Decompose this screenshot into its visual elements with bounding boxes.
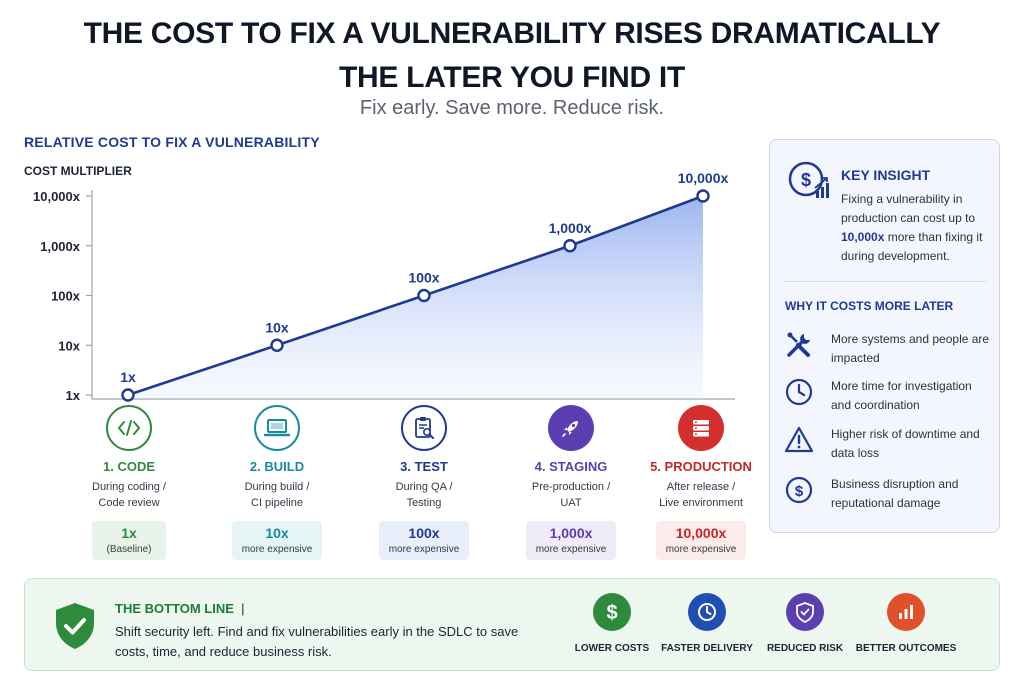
stage-note: more expensive xyxy=(535,544,607,555)
page-title-line-1: THE COST TO FIX A VULNERABILITY RISES DR… xyxy=(83,17,941,50)
data-point xyxy=(121,388,135,402)
data-label: 10x xyxy=(265,319,289,335)
clipboard-search-icon xyxy=(401,405,447,451)
key-insight-text: Fixing a vulnerability in production can… xyxy=(841,192,983,263)
clock-icon xyxy=(784,377,814,412)
stage-multiplier: 1x xyxy=(121,525,137,541)
key-insight-panel: $ KEY INSIGHT Fixing a vulnerability in … xyxy=(769,139,1000,533)
stage-note: (Baseline) xyxy=(106,544,152,555)
data-label: 10,000x xyxy=(678,170,729,186)
outcome-reduced-risk: REDUCED RISK xyxy=(750,593,860,654)
dollar-icon: $ xyxy=(593,593,631,631)
outcome-lower-costs: $ LOWER COSTS xyxy=(557,593,667,654)
bar-chart-icon xyxy=(887,593,925,631)
stage-name: 3. TEST xyxy=(400,459,448,474)
stage-name: 2. BUILD xyxy=(249,459,305,474)
stage-description: During build / CI pipeline xyxy=(244,481,310,509)
stage-code: 1. CODE During coding / Code review 1x (… xyxy=(64,405,194,560)
outcome-label: FASTER DELIVERY xyxy=(661,643,753,654)
data-point xyxy=(417,288,431,303)
stage-cost-box: 10x more expensive xyxy=(232,521,322,560)
y-tick-label: 100x xyxy=(51,289,81,304)
stage-note: more expensive xyxy=(388,544,460,555)
reason-text: Business disruption and reputational dam… xyxy=(831,477,959,510)
rocket-icon xyxy=(548,405,594,451)
reason-text: Higher risk of downtime and data loss xyxy=(831,427,980,460)
shield-icon xyxy=(786,593,824,631)
stage-cost-box: 1x (Baseline) xyxy=(92,521,166,560)
svg-text:$: $ xyxy=(801,170,811,190)
stage-cost-box: 1,000x more expensive xyxy=(526,521,616,560)
reason-text: More systems and people are impacted xyxy=(831,332,990,365)
chart-title: RELATIVE COST TO FIX A VULNERABILITY xyxy=(24,134,320,150)
data-point xyxy=(563,239,577,253)
stage-multiplier: 10,000x xyxy=(675,525,727,541)
page-subtitle: Fix early. Save more. Reduce risk. xyxy=(359,97,665,119)
stage-cost-box: 10,000x more expensive xyxy=(656,521,746,560)
shield-check-icon xyxy=(53,601,97,656)
svg-text:$: $ xyxy=(795,483,804,500)
stage-multiplier: 100x xyxy=(408,525,440,541)
outcome-label: REDUCED RISK xyxy=(766,643,844,654)
stage-build: 2. BUILD During build / CI pipeline 10x … xyxy=(212,405,342,560)
stage-note: more expensive xyxy=(241,544,313,555)
svg-text:$: $ xyxy=(606,602,617,623)
stage-name: 1. CODE xyxy=(102,459,155,474)
data-point xyxy=(696,189,710,203)
stage-description: During QA / Testing xyxy=(395,481,453,509)
code-icon xyxy=(106,405,152,451)
data-point xyxy=(270,338,284,352)
y-tick-label: 10x xyxy=(58,338,80,353)
y-tick-label: 1,000x xyxy=(40,239,81,254)
outcome-better-outcomes: BETTER OUTCOMES xyxy=(851,593,961,654)
data-label: 100x xyxy=(408,270,439,286)
why-title: WHY IT COSTS MORE LATER xyxy=(785,299,954,313)
stage-description: After release / Live environment xyxy=(659,481,743,509)
key-insight-title: KEY INSIGHT xyxy=(841,167,931,183)
y-axis-label: COST MULTIPLIER xyxy=(24,164,132,178)
outcome-label: BETTER OUTCOMES xyxy=(855,643,957,654)
stage-name: 5. PRODUCTION xyxy=(650,459,752,474)
title-separator: | xyxy=(241,601,245,616)
stage-staging: 4. STAGING Pre-production / UAT 1,000x m… xyxy=(506,405,636,560)
data-label: 1,000x xyxy=(549,220,592,236)
stage-note: more expensive xyxy=(665,544,737,555)
dollar-growth-icon: $ xyxy=(786,158,832,209)
tools-icon xyxy=(784,330,814,365)
stage-name: 4. STAGING xyxy=(534,459,608,474)
outcome-label: LOWER COSTS xyxy=(574,643,650,654)
data-label: 1x xyxy=(120,369,136,385)
outcome-faster-delivery: FASTER DELIVERY xyxy=(652,593,762,654)
y-tick-label: 10,000x xyxy=(33,189,81,204)
warning-icon xyxy=(784,425,814,460)
clock-icon xyxy=(688,593,726,631)
stage-cost-box: 100x more expensive xyxy=(379,521,469,560)
page-title-line-2: THE LATER YOU FIND IT xyxy=(339,61,685,94)
stage-description: During coding / Code review xyxy=(92,481,166,509)
stage-multiplier: 10x xyxy=(265,525,289,541)
stage-description: Pre-production / UAT xyxy=(531,481,611,509)
reason-text: More time for investigation and coordina… xyxy=(831,379,972,412)
y-tick-label: 1x xyxy=(66,388,81,403)
stage-test: 3. TEST During QA / Testing 100x more ex… xyxy=(359,405,489,560)
dollar-icon: $ xyxy=(784,475,814,510)
cost-chart: 1x 10x 100x 1,000x 10,000x 1x 10x 100x 1,000x 10… xyxy=(33,170,735,403)
bottom-line-title: THE BOTTOM LINE | xyxy=(115,601,245,616)
server-icon xyxy=(678,405,724,451)
stage-multiplier: 1,000x xyxy=(549,525,593,541)
stage-production: 5. PRODUCTION After release / Live envir… xyxy=(636,405,766,560)
bottom-line-panel: THE BOTTOM LINE | Shift security left. F… xyxy=(24,578,1000,671)
panel-divider xyxy=(784,281,987,282)
laptop-icon xyxy=(254,405,300,451)
bottom-line-text: Shift security left. Find and fix vulner… xyxy=(115,624,519,659)
